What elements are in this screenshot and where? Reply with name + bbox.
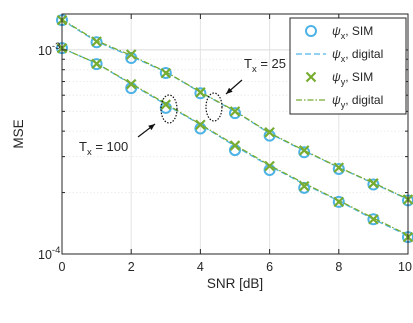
legend-label: ψy, SIM: [332, 70, 373, 87]
annotation-ellipse: [160, 94, 178, 124]
x-tick-label: 8: [335, 260, 342, 274]
annotation-tx-100: Tx = 100: [79, 94, 178, 158]
annotation-tx-25: Tx = 25: [205, 56, 286, 122]
legend-label: ψx, digital: [332, 47, 383, 64]
data-point: [159, 66, 172, 79]
data-point: [298, 145, 310, 156]
legend-item: ψy, SIM: [305, 70, 373, 87]
series-7: [61, 47, 409, 236]
legend: ψx, SIM ψx, digital ψy, SIM ψy, digital: [289, 17, 407, 115]
legend-box: [289, 17, 407, 115]
data-point: [194, 87, 207, 100]
annotation-ellipse: [205, 92, 223, 122]
legend-item: ψy, digital: [296, 93, 383, 110]
series-line: [61, 47, 409, 236]
data-point: [229, 107, 241, 120]
legend-marker-cross: [305, 71, 317, 83]
x-tick-label: 10: [398, 260, 412, 274]
annotation-label: Tx = 100: [79, 139, 128, 158]
y-tick-label: 10-4: [38, 245, 60, 262]
legend-item: ψx, SIM: [305, 24, 373, 41]
legend-marker-circle: [305, 25, 317, 37]
annotation-label: Tx = 25: [244, 56, 286, 75]
data-point: [298, 180, 310, 192]
data-point: [90, 36, 103, 49]
data-point: [368, 213, 379, 225]
legend-item: ψx, digital: [296, 47, 383, 64]
x-tick-label: 4: [197, 260, 204, 274]
annotation-arrowhead: [148, 124, 155, 131]
annotation-arrowhead: [226, 87, 233, 94]
axes-frame: [61, 13, 409, 255]
y-tick-label: 10-3: [38, 41, 60, 58]
x-tick-label: 6: [266, 260, 273, 274]
data-point: [368, 178, 379, 189]
data-point: [90, 58, 103, 71]
x-tick-label: 2: [128, 260, 135, 274]
data-point: [160, 67, 172, 79]
data-point: [332, 195, 345, 208]
legend-label: ψx, SIM: [332, 24, 373, 41]
y-axis-label: MSE: [11, 119, 26, 148]
x-tick-label: 0: [59, 260, 66, 274]
x-axis-label: SNR [dB]: [207, 276, 263, 291]
data-point: [367, 213, 380, 226]
legend-label: ψy, digital: [332, 93, 383, 110]
data-point: [195, 87, 206, 98]
data-point: [264, 126, 275, 138]
series-line: [61, 18, 409, 200]
series-3: [61, 18, 409, 200]
